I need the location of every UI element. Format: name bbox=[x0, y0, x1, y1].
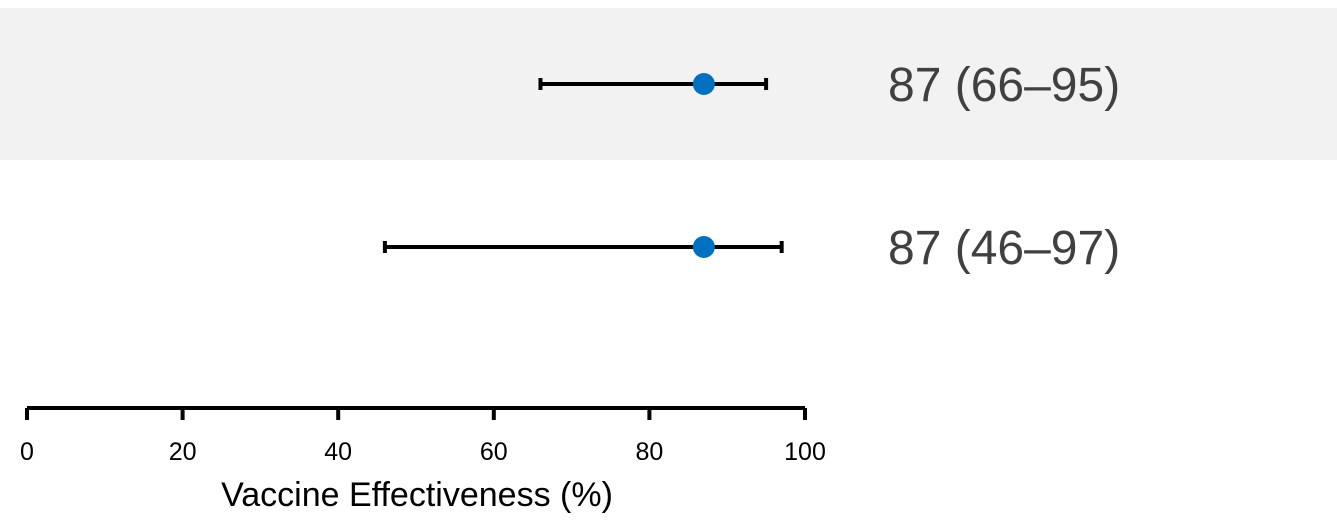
point-estimate-1 bbox=[692, 73, 715, 95]
row-label-1: 87 (66–95) bbox=[888, 59, 1120, 112]
x-tick-label-20: 20 bbox=[169, 438, 197, 466]
row-labels: 87 (66–95) 87 (46–97) bbox=[888, 59, 1120, 275]
point-estimates bbox=[692, 73, 715, 258]
x-tick-label-80: 80 bbox=[635, 438, 663, 466]
x-tick-label-60: 60 bbox=[480, 438, 508, 466]
point-estimate-2 bbox=[692, 236, 715, 258]
x-tick-label-40: 40 bbox=[324, 438, 352, 466]
x-tick-label-100: 100 bbox=[784, 438, 826, 466]
x-axis: 0 20 40 60 80 100 bbox=[20, 406, 826, 466]
row-label-2: 87 (46–97) bbox=[888, 222, 1120, 275]
confidence-intervals bbox=[382, 78, 784, 253]
x-axis-title: Vaccine Effectiveness (%) bbox=[221, 476, 613, 514]
x-tick-label-0: 0 bbox=[20, 438, 34, 466]
